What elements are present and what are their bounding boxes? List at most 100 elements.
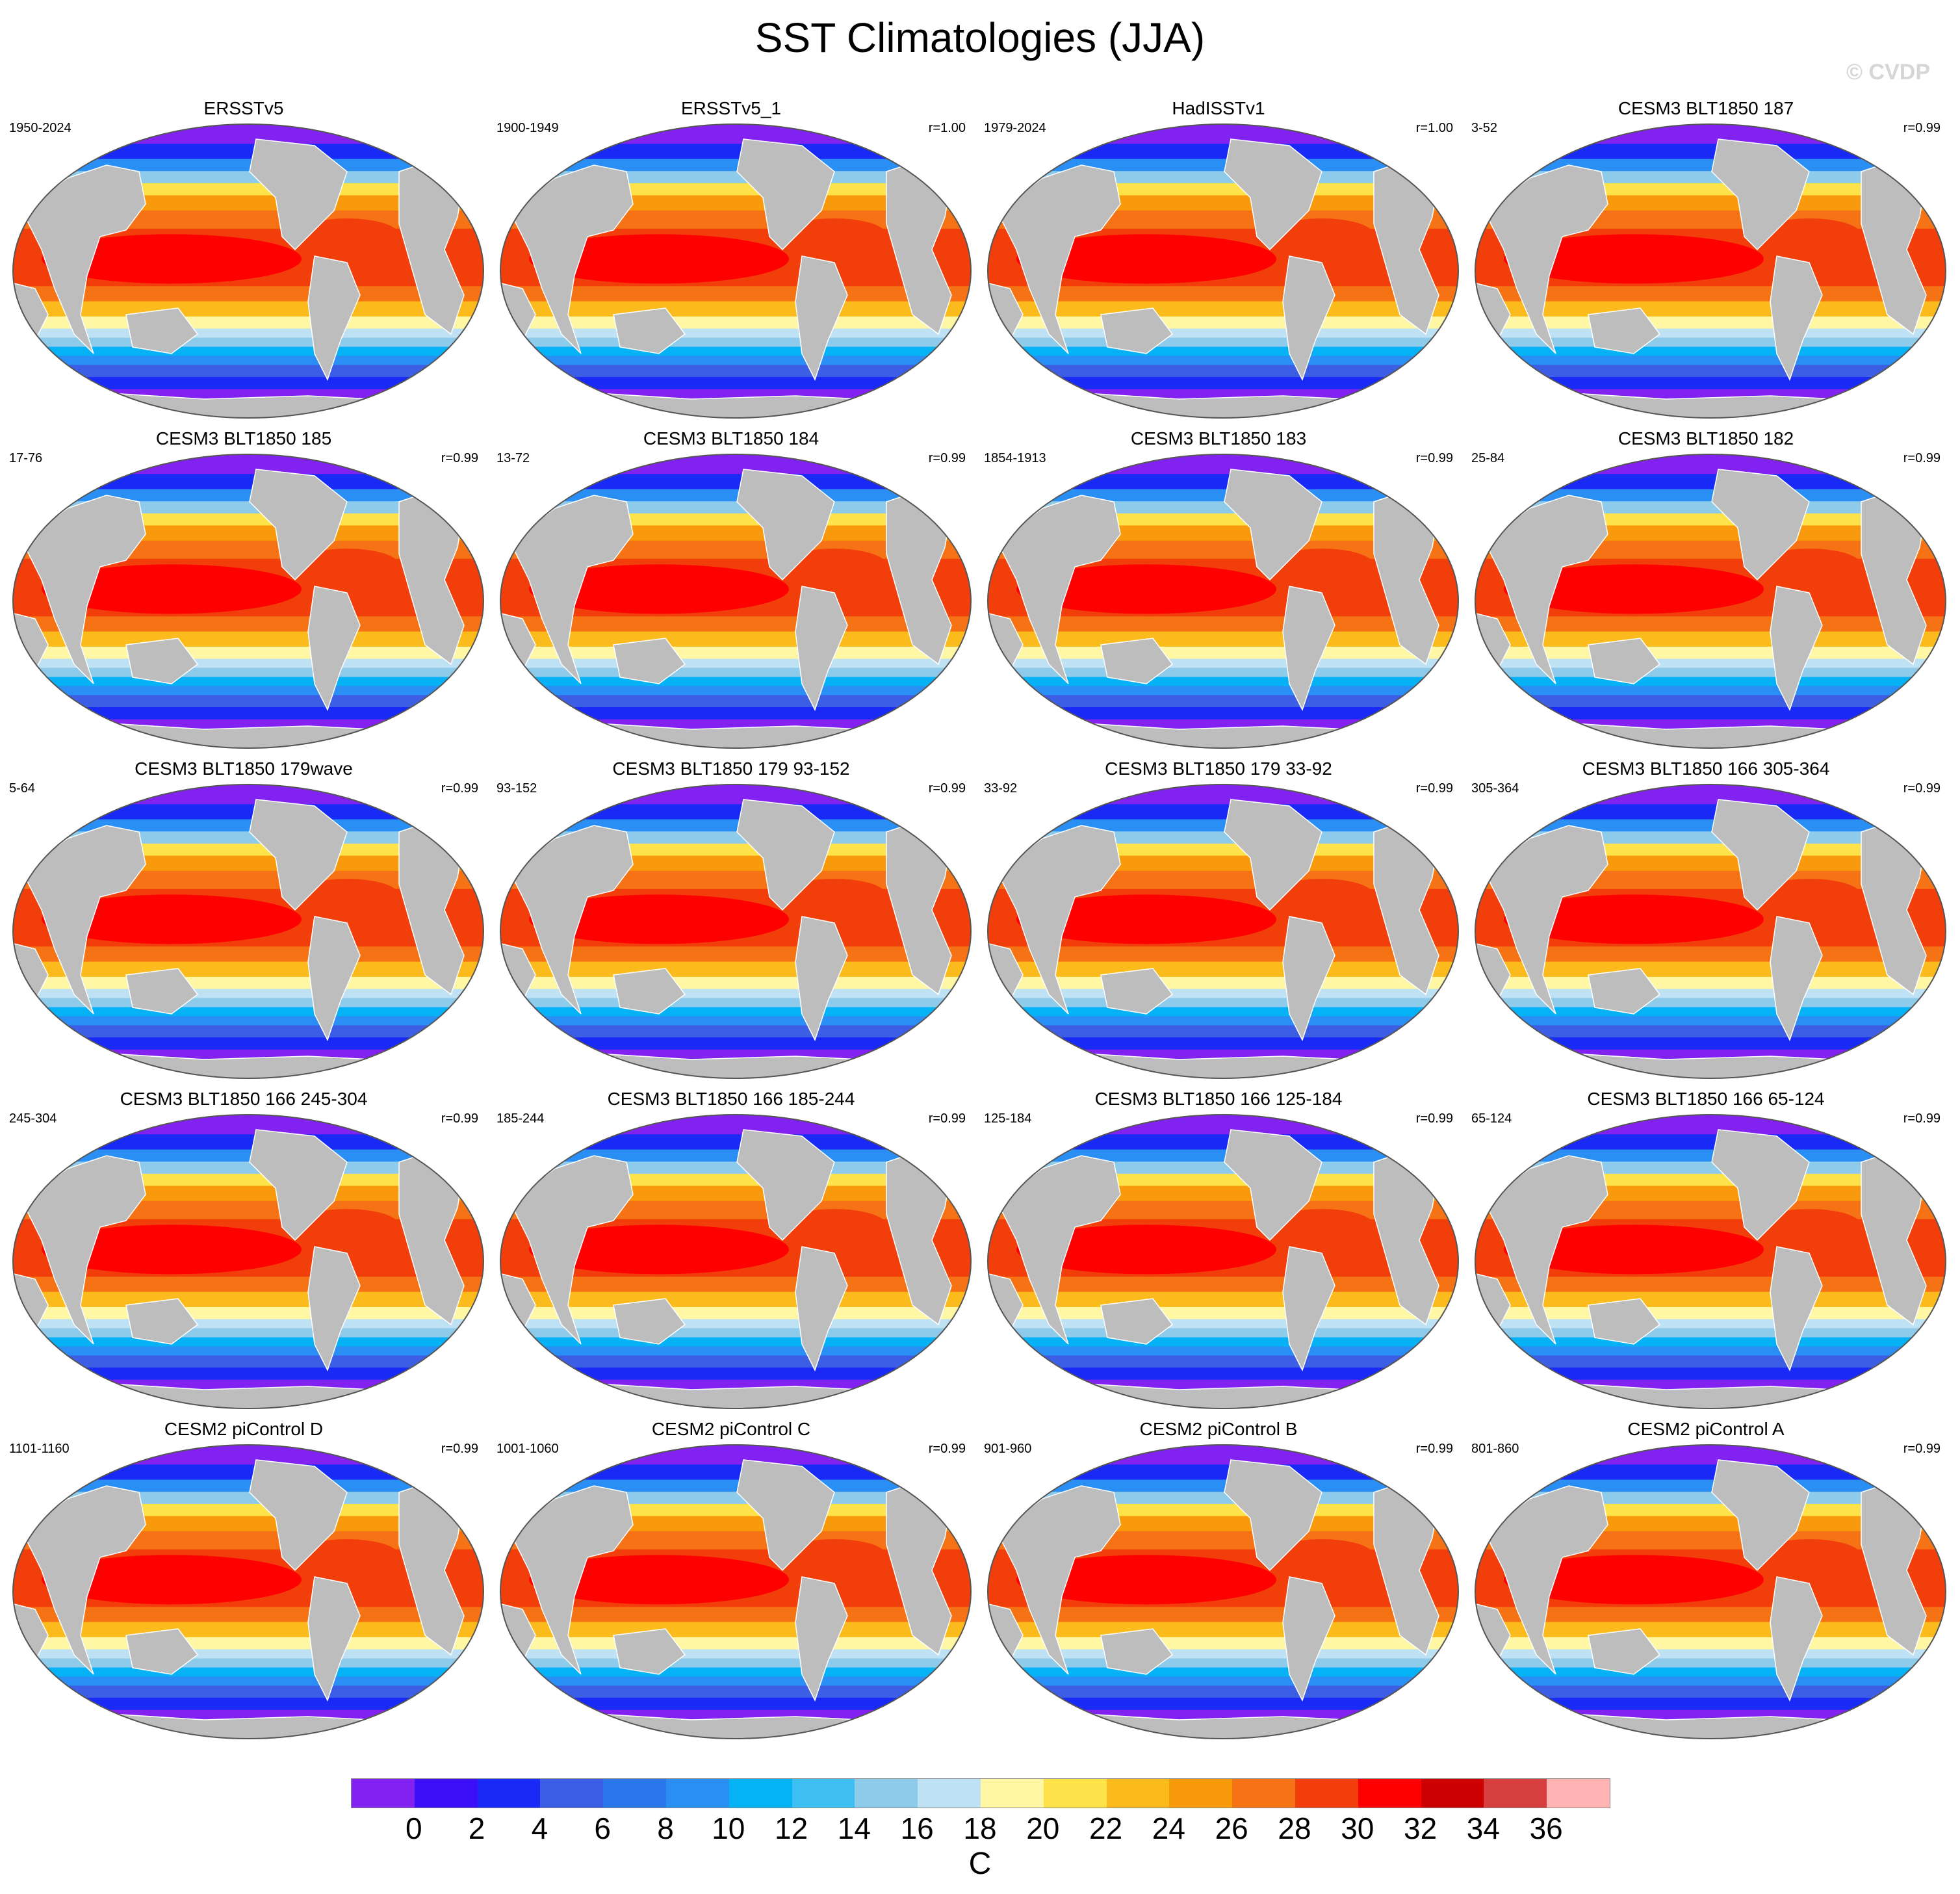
colorbar-tick-label: 32 xyxy=(1404,1811,1438,1845)
panel-period: 17-76 xyxy=(9,451,43,465)
panel-correlation: r=1.00 xyxy=(928,121,966,135)
colorbar-box xyxy=(729,1779,792,1808)
panel-period: 1854-1913 xyxy=(984,451,1046,465)
panel-title: CESM3 BLT1850 166 245-304 xyxy=(120,1089,368,1109)
colorbar-tick-label: 28 xyxy=(1278,1811,1311,1845)
colorbar-box xyxy=(603,1779,666,1808)
colorbar-tick-label: 6 xyxy=(594,1811,611,1845)
panel-period: 245-304 xyxy=(9,1111,57,1126)
map-container xyxy=(1471,1440,1950,1743)
panel-period: 901-960 xyxy=(984,1442,1032,1456)
map-container xyxy=(984,780,1462,1083)
panel-correlation: r=0.99 xyxy=(928,781,966,796)
panel-period: 33-92 xyxy=(984,781,1018,796)
colorbar-tick-label: 20 xyxy=(1026,1811,1060,1845)
map-panel: CESM2 piControl C 1001-1060 r=0.99 xyxy=(487,1418,975,1743)
panel-correlation: r=0.99 xyxy=(1415,1111,1453,1126)
panel-correlation: r=0.99 xyxy=(441,451,478,465)
map-panel: CESM3 BLT1850 179wave 5-64 r=0.99 xyxy=(0,758,487,1083)
panel-correlation: r=0.99 xyxy=(928,451,966,465)
panel-title: CESM3 BLT1850 187 xyxy=(1618,98,1794,118)
map-container xyxy=(984,1110,1462,1413)
colorbar-box xyxy=(1232,1779,1295,1808)
colorbar-tick-label: 4 xyxy=(531,1811,548,1845)
sst-map xyxy=(500,1444,972,1739)
map-panel: CESM3 BLT1850 187 3-52 r=0.99 xyxy=(1462,97,1950,422)
panel-period: 125-184 xyxy=(984,1111,1032,1126)
colorbar-labels: 0 2 4 6 8 10 12 14 16 18 20 22 24 26 28 30 32 34 36 xyxy=(351,1811,1609,1850)
map-panel: CESM3 BLT1850 183 1854-1913 r=0.99 xyxy=(975,428,1462,753)
colorbar-tick-label: 18 xyxy=(963,1811,997,1845)
map-container xyxy=(984,1440,1462,1743)
colorbar-box xyxy=(414,1779,478,1808)
panel-title: CESM3 BLT1850 182 xyxy=(1618,428,1794,448)
colorbar-tick-label: 30 xyxy=(1341,1811,1374,1845)
panel-title: CESM3 BLT1850 184 xyxy=(643,428,819,448)
map-panel: ERSSTv5_1 1900-1949 r=1.00 xyxy=(487,97,975,422)
map-panel: CESM3 BLT1850 179 93-152 93-152 r=0.99 xyxy=(487,758,975,1083)
map-container xyxy=(496,120,975,422)
map-panel: CESM3 BLT1850 166 245-304 245-304 r=0.99 xyxy=(0,1088,487,1413)
colorbar-box xyxy=(1043,1779,1107,1808)
map-container xyxy=(1471,1110,1950,1413)
colorbar-box xyxy=(1547,1779,1610,1808)
map-panel: CESM3 BLT1850 185 17-76 r=0.99 xyxy=(0,428,487,753)
panel-title: CESM2 piControl B xyxy=(1139,1419,1298,1439)
sst-map xyxy=(987,784,1459,1079)
panel-period: 185-244 xyxy=(496,1111,545,1126)
colorbar-tick-label: 8 xyxy=(657,1811,674,1845)
colorbar-box xyxy=(477,1779,541,1808)
panel-title: CESM3 BLT1850 179 93-152 xyxy=(612,759,850,779)
colorbar-box xyxy=(792,1779,855,1808)
map-container xyxy=(1471,450,1950,753)
colorbar-tick-label: 36 xyxy=(1529,1811,1563,1845)
map-container xyxy=(9,120,487,422)
panel-title: CESM3 BLT1850 179 33-92 xyxy=(1105,759,1332,779)
colorbar-box xyxy=(540,1779,604,1808)
sst-map xyxy=(12,454,484,749)
panel-correlation: r=0.99 xyxy=(1415,1442,1453,1456)
map-panel: CESM2 piControl B 901-960 r=0.99 xyxy=(975,1418,1462,1743)
main-title: SST Climatologies (JJA) xyxy=(754,14,1206,61)
colorbar-box xyxy=(1169,1779,1233,1808)
sst-map xyxy=(12,1114,484,1409)
colorbar-box xyxy=(352,1779,415,1808)
colorbar-box xyxy=(1106,1779,1170,1808)
map-container xyxy=(1471,120,1950,422)
panel-title: CESM3 BLT1850 179wave xyxy=(135,759,353,779)
colorbar-units: C xyxy=(968,1847,992,1881)
map-panel: CESM3 BLT1850 184 13-72 r=0.99 xyxy=(487,428,975,753)
colorbar-tick-label: 10 xyxy=(712,1811,745,1845)
map-container xyxy=(984,120,1462,422)
colorbar-tick-label: 24 xyxy=(1152,1811,1185,1845)
map-panel: CESM3 BLT1850 166 305-364 305-364 r=0.99 xyxy=(1462,758,1950,1083)
colorbar-box xyxy=(665,1779,729,1808)
panel-title: CESM2 piControl A xyxy=(1627,1419,1785,1439)
panel-period: 65-124 xyxy=(1471,1111,1512,1126)
sst-map xyxy=(12,123,484,419)
panel-title: CESM3 BLT1850 166 65-124 xyxy=(1587,1089,1825,1109)
panel-correlation: r=0.99 xyxy=(441,1111,478,1126)
panel-title: CESM2 piControl C xyxy=(651,1419,811,1439)
panel-period: 801-860 xyxy=(1471,1442,1519,1456)
sst-map xyxy=(1475,1114,1946,1409)
panel-grid: ERSSTv5 1950-2024 ERSSTv5_1 1900-1949 r=1.00… xyxy=(0,97,1960,1739)
panel-title: ERSSTv5 xyxy=(203,98,284,118)
sst-map xyxy=(987,454,1459,749)
map-panel: ERSSTv5 1950-2024 xyxy=(0,97,487,422)
sst-map xyxy=(987,123,1459,419)
panel-correlation: r=0.99 xyxy=(1903,451,1941,465)
panel-correlation: r=1.00 xyxy=(1415,121,1453,135)
sst-map xyxy=(500,123,972,419)
colorbar-tick-label: 2 xyxy=(468,1811,485,1845)
colorbar-box xyxy=(980,1779,1044,1808)
map-panel: CESM3 BLT1850 166 125-184 125-184 r=0.99 xyxy=(975,1088,1462,1413)
colorbar-box xyxy=(1358,1779,1421,1808)
panel-correlation: r=0.99 xyxy=(928,1442,966,1456)
sst-map xyxy=(1475,454,1946,749)
colorbar-box xyxy=(918,1779,981,1808)
panel-period: 3-52 xyxy=(1471,121,1498,135)
watermark: © CVDP xyxy=(1846,60,1930,84)
colorbar-box xyxy=(1421,1779,1484,1808)
colorbar-tick-label: 26 xyxy=(1215,1811,1248,1845)
